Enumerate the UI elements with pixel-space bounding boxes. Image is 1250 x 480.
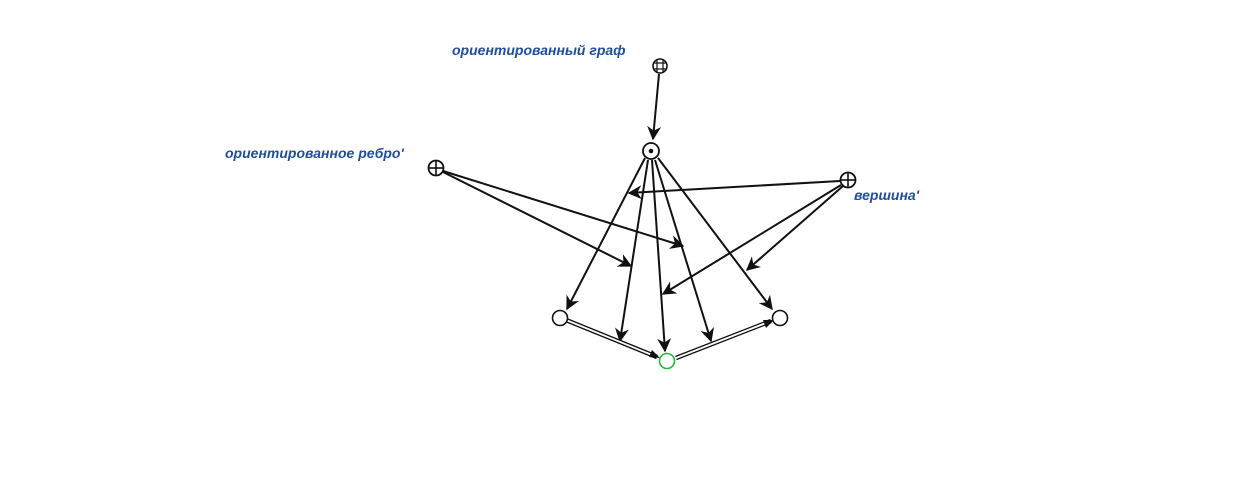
empty-circle-icon[interactable] — [771, 309, 789, 327]
label-directed-edge: ориентированное ребро' — [225, 145, 404, 161]
dot-circle-icon[interactable] — [642, 142, 660, 160]
label-directed-graph: ориентированный граф — [452, 42, 626, 58]
edge-role-directed-edge-to-right-arc — [442, 170, 685, 249]
highlighted-circle-icon[interactable] — [658, 352, 676, 370]
edge-graph-to-structure — [647, 73, 662, 141]
empty-circle-icon[interactable] — [551, 309, 569, 327]
double-edge-left-to-center — [565, 317, 660, 360]
label-vertex: вершина' — [854, 187, 920, 203]
plus-circle-icon[interactable] — [839, 171, 857, 189]
grid-circle-icon[interactable] — [652, 58, 668, 74]
edge-structure-to-left-mid — [615, 159, 649, 343]
edge-structure-to-left-vertex — [566, 157, 646, 311]
plus-circle-icon[interactable] — [427, 159, 445, 177]
edge-role-vertex-to-right-arc — [745, 185, 844, 271]
edge-role-vertex-to-left-arc — [627, 180, 841, 200]
edge-role-vertex-to-center-arc — [661, 184, 842, 295]
edge-structure-to-right-vertex — [657, 157, 773, 311]
edge-role-directed-edge-to-left-arc — [442, 171, 633, 267]
double-edge-center-to-right — [675, 318, 774, 361]
